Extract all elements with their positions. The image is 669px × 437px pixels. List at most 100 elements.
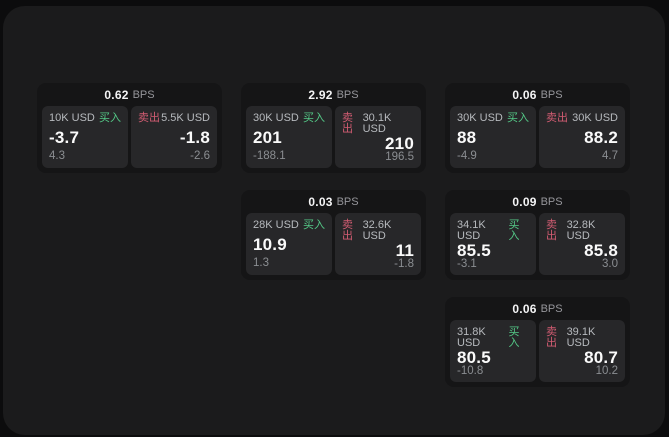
buy-side-label: 买入 (99, 112, 121, 124)
buy-price: -3.7 (49, 127, 80, 147)
bps-unit-label: BPS (540, 302, 563, 315)
buy-panel-top: 30K USD 买入 (457, 113, 529, 124)
sell-side-label: 卖出 (342, 219, 353, 242)
buy-panel[interactable]: 30K USD 买入 201 -188.1 (246, 106, 332, 168)
quote-panels: 28K USD 买入 10.9 1.3 卖出 32.6K USD 11 -1.8 (246, 213, 421, 275)
sell-amount: 39.1K USD (566, 326, 596, 349)
buy-amount: 34.1K USD (457, 219, 486, 242)
sell-side-label: 卖出 (546, 112, 568, 124)
sell-panel[interactable]: 卖出 5.5K USD -1.8 -2.6 (131, 106, 217, 168)
bps-unit-label: BPS (336, 195, 359, 208)
bps-spread-value: 0.03 (308, 194, 333, 209)
bps-spread-value: 0.62 (104, 87, 129, 102)
quote-card[interactable]: 0.03 BPS 28K USD 买入 10.9 1.3 卖出 32.6K US… (241, 190, 426, 280)
sell-panel-top: 卖出 30K USD (546, 113, 618, 124)
buy-amount: 10K USD (49, 112, 95, 124)
buy-amount: 28K USD (253, 219, 299, 231)
buy-panel-top: 31.8K USD 买入 (457, 327, 529, 349)
sell-panel-top: 卖出 32.6K USD (342, 220, 414, 242)
quote-card[interactable]: 0.06 BPS 31.8K USD 买入 80.5 -10.8 卖出 39.1… (445, 297, 630, 387)
buy-side-label: 买入 (303, 219, 325, 231)
bps-spread-value: 0.06 (512, 87, 537, 102)
buy-delta: -188.1 (253, 149, 286, 162)
quote-panels: 30K USD 买入 88 -4.9 卖出 30K USD 88.2 4.7 (450, 106, 625, 168)
buy-panel-top: 10K USD 买入 (49, 113, 121, 124)
quote-panels: 31.8K USD 买入 80.5 -10.8 卖出 39.1K USD 80.… (450, 320, 625, 382)
sell-price: 85.8 (584, 241, 618, 260)
sell-panel[interactable]: 卖出 32.8K USD 85.8 3.0 (539, 213, 625, 275)
buy-panel[interactable]: 28K USD 买入 10.9 1.3 (246, 213, 332, 275)
quote-panels: 10K USD 买入 -3.7 4.3 卖出 5.5K USD -1.8 -2.… (42, 106, 217, 168)
quotes-grid: 0.62 BPS 10K USD 买入 -3.7 4.3 卖出 5.5K USD… (37, 83, 630, 387)
buy-side-label: 买入 (303, 112, 325, 124)
buy-panel[interactable]: 30K USD 买入 88 -4.9 (450, 106, 536, 168)
buy-price: 85.5 (457, 241, 491, 260)
quote-panels: 34.1K USD 买入 85.5 -3.1 卖出 32.8K USD 85.8… (450, 213, 625, 275)
buy-delta: -4.9 (457, 149, 477, 162)
buy-price: 201 (253, 127, 282, 147)
bps-unit-label: BPS (132, 88, 155, 101)
buy-side-label: 买入 (507, 112, 529, 124)
app-surface: 0.62 BPS 10K USD 买入 -3.7 4.3 卖出 5.5K USD… (3, 6, 665, 435)
buy-panel[interactable]: 10K USD 买入 -3.7 4.3 (42, 106, 128, 168)
bps-unit-label: BPS (540, 195, 563, 208)
quote-card[interactable]: 0.09 BPS 34.1K USD 买入 85.5 -3.1 卖出 32.8K… (445, 190, 630, 280)
buy-price: 10.9 (253, 234, 287, 254)
buy-side-label: 买入 (508, 219, 520, 242)
sell-price: 11 (395, 241, 414, 260)
card-header: 0.06 BPS (450, 297, 625, 320)
buy-panel-top: 28K USD 买入 (253, 220, 325, 231)
sell-panel[interactable]: 卖出 30.1K USD 210 196.5 (335, 106, 421, 168)
sell-amount: 5.5K USD (161, 112, 210, 124)
sell-panel[interactable]: 卖出 39.1K USD 80.7 10.2 (539, 320, 625, 382)
quote-card[interactable]: 0.06 BPS 30K USD 买入 88 -4.9 卖出 30K USD 8… (445, 83, 630, 173)
sell-amount: 32.8K USD (566, 219, 596, 242)
sell-amount: 32.6K USD (362, 219, 392, 242)
buy-delta: -3.1 (457, 258, 477, 270)
bps-spread-value: 2.92 (308, 87, 333, 102)
card-header: 0.09 BPS (450, 190, 625, 213)
sell-panel-top: 卖出 39.1K USD (546, 327, 618, 349)
sell-price: -1.8 (179, 127, 210, 147)
sell-side-label: 卖出 (342, 112, 353, 135)
sell-delta: 196.5 (385, 151, 414, 163)
sell-panel-top: 卖出 30.1K USD (342, 113, 414, 135)
sell-delta: -2.6 (190, 149, 210, 162)
buy-delta: 1.3 (253, 256, 269, 269)
sell-panel[interactable]: 卖出 32.6K USD 11 -1.8 (335, 213, 421, 275)
buy-amount: 31.8K USD (457, 326, 486, 349)
sell-side-label: 卖出 (546, 219, 557, 242)
sell-price: 80.7 (584, 348, 618, 367)
sell-amount: 30.1K USD (362, 112, 392, 135)
quote-card[interactable]: 0.62 BPS 10K USD 买入 -3.7 4.3 卖出 5.5K USD… (37, 83, 222, 173)
sell-side-label: 卖出 (546, 326, 557, 349)
buy-delta: -10.8 (457, 365, 484, 377)
card-header: 0.03 BPS (246, 190, 421, 213)
card-header: 0.06 BPS (450, 83, 625, 106)
sell-delta: -1.8 (394, 258, 414, 270)
quote-card[interactable]: 2.92 BPS 30K USD 买入 201 -188.1 卖出 30.1K … (241, 83, 426, 173)
sell-delta: 10.2 (595, 365, 618, 377)
sell-panel-top: 卖出 5.5K USD (138, 113, 210, 124)
bps-spread-value: 0.06 (512, 301, 537, 316)
buy-panel[interactable]: 34.1K USD 买入 85.5 -3.1 (450, 213, 536, 275)
sell-panel[interactable]: 卖出 30K USD 88.2 4.7 (539, 106, 625, 168)
sell-side-label: 卖出 (138, 112, 160, 124)
buy-panel[interactable]: 31.8K USD 买入 80.5 -10.8 (450, 320, 536, 382)
buy-side-label: 买入 (508, 326, 520, 349)
card-header: 2.92 BPS (246, 83, 421, 106)
bps-spread-value: 0.09 (512, 194, 537, 209)
buy-amount: 30K USD (253, 112, 299, 124)
buy-price: 80.5 (457, 348, 491, 367)
buy-price: 88 (457, 127, 477, 147)
sell-price: 88.2 (584, 127, 618, 147)
sell-price: 210 (385, 134, 414, 153)
quote-panels: 30K USD 买入 201 -188.1 卖出 30.1K USD 210 1… (246, 106, 421, 168)
card-header: 0.62 BPS (42, 83, 217, 106)
bps-unit-label: BPS (540, 88, 563, 101)
buy-amount: 30K USD (457, 112, 503, 124)
sell-amount: 30K USD (572, 112, 618, 124)
buy-delta: 4.3 (49, 149, 65, 162)
sell-panel-top: 卖出 32.8K USD (546, 220, 618, 242)
